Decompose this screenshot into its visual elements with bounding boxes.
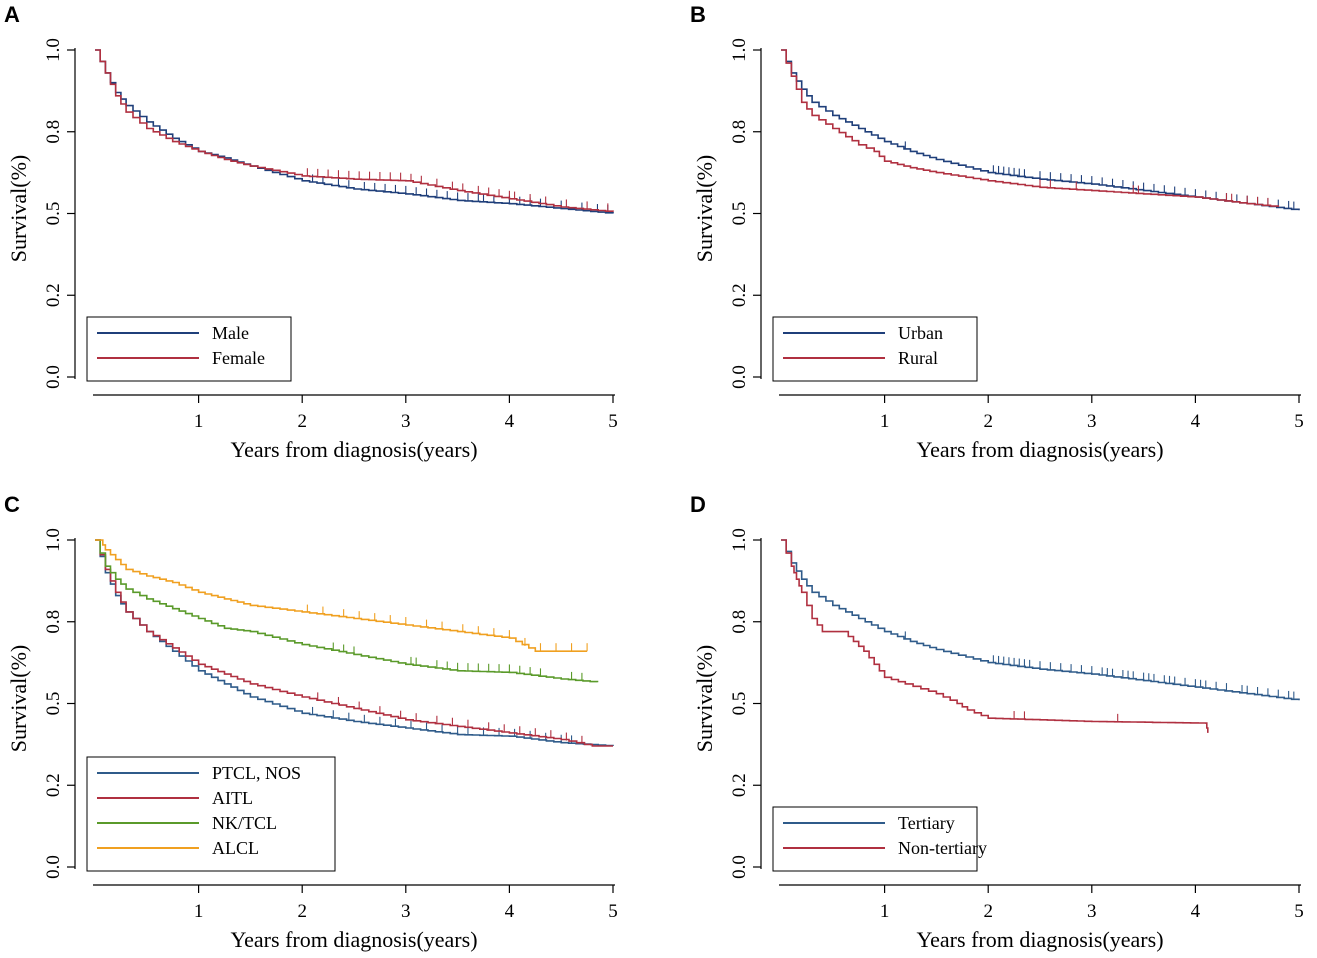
y-axis-title: Survival(%): [692, 645, 717, 753]
x-tick-label: 3: [1087, 411, 1097, 432]
y-tick-label: 0.5: [729, 692, 750, 716]
y-tick-label: 0.8: [43, 610, 64, 634]
panel-C: C 0.0 0.2 0.5 0.8 1.0 1 2 3 4 5 Years from diagnosi…: [4, 492, 618, 952]
legend-box: [86, 756, 336, 872]
y-tick-label: 1.0: [43, 38, 64, 62]
survival-curve: [95, 539, 599, 683]
legend: Male Female: [86, 316, 292, 382]
series-male: [95, 49, 614, 214]
series-rural: [781, 49, 1280, 207]
panel-letter: A: [4, 2, 20, 27]
x-tick-label: 5: [608, 901, 618, 922]
x-tick-label: 1: [880, 901, 890, 922]
x-axis-title: Years from diagnosis(years): [916, 437, 1163, 462]
legend-label: AITL: [212, 788, 253, 808]
x-tick-label: 1: [194, 411, 204, 432]
panel-letter: B: [690, 2, 706, 27]
panel-A: A 0.0 0.2 0.5 0.8 1.0 1 2 3 4 5 Years from diagnosi…: [4, 2, 618, 462]
series-ptcl-nos: [95, 539, 614, 747]
y-tick-label: 0.5: [729, 202, 750, 226]
y-tick-label: 0.0: [43, 365, 64, 389]
panel-letter: C: [4, 492, 20, 517]
panel-B: B 0.0 0.2 0.5 0.8 1.0 1 2 3 4 5 Years from diagnosi…: [690, 2, 1304, 462]
x-tick-label: 2: [983, 411, 993, 432]
survival-curve: [95, 539, 588, 652]
legend-label: Urban: [898, 323, 943, 343]
panel-D: D 0.0 0.2 0.5 0.8 1.0 1 2 3 4 5 Years from diagnosi…: [690, 492, 1304, 952]
legend: Tertiary Non-tertiary: [772, 806, 987, 872]
x-tick-label: 4: [1191, 411, 1201, 432]
x-tick-label: 2: [297, 411, 307, 432]
series-nk-tcl: [95, 539, 599, 683]
y-tick-label: 0.2: [43, 283, 64, 307]
survival-curve: [781, 539, 1300, 701]
y-tick-label: 0.0: [729, 855, 750, 879]
x-axis-title: Years from diagnosis(years): [916, 927, 1163, 952]
survival-curve: [95, 539, 614, 747]
y-tick-label: 1.0: [43, 528, 64, 552]
series-alcl: [95, 539, 588, 652]
y-tick-label: 0.5: [43, 202, 64, 226]
y-tick-label: 0.2: [729, 283, 750, 307]
survival-curve: [781, 539, 1209, 733]
y-tick-label: 1.0: [729, 38, 750, 62]
legend-label: ALCL: [212, 838, 259, 858]
x-tick-label: 5: [1294, 901, 1304, 922]
y-axis-title: Survival(%): [6, 155, 31, 263]
legend-label: Female: [212, 348, 265, 368]
y-tick-label: 0.0: [43, 855, 64, 879]
legend-box: [772, 316, 978, 382]
legend-label: Non-tertiary: [898, 838, 987, 858]
x-tick-label: 4: [1191, 901, 1201, 922]
x-axis-title: Years from diagnosis(years): [230, 437, 477, 462]
x-tick-label: 4: [505, 901, 515, 922]
series-aitl: [95, 539, 613, 747]
x-axis-title: Years from diagnosis(years): [230, 927, 477, 952]
legend-box: [86, 316, 292, 382]
x-tick-label: 1: [880, 411, 890, 432]
x-tick-label: 1: [194, 901, 204, 922]
y-tick-label: 1.0: [729, 528, 750, 552]
legend-label: Rural: [898, 348, 938, 368]
y-axis-title: Survival(%): [692, 155, 717, 263]
legend-label: Male: [212, 323, 249, 343]
survival-curve: [95, 49, 614, 214]
x-tick-label: 3: [401, 901, 411, 922]
x-tick-label: 3: [1087, 901, 1097, 922]
survival-curve: [95, 539, 613, 747]
y-tick-label: 0.8: [729, 120, 750, 144]
y-tick-label: 0.8: [729, 610, 750, 634]
survival-curve: [781, 49, 1280, 207]
x-tick-label: 2: [297, 901, 307, 922]
y-axis-title: Survival(%): [6, 645, 31, 753]
y-tick-label: 0.2: [43, 773, 64, 797]
panel-letter: D: [690, 492, 706, 517]
x-tick-label: 2: [983, 901, 993, 922]
survival-curve: [95, 49, 614, 212]
legend-label: Tertiary: [898, 813, 955, 833]
legend-box: [772, 806, 978, 872]
legend: PTCL, NOS AITL NK/TCL ALCL: [86, 756, 336, 872]
y-tick-label: 0.2: [729, 773, 750, 797]
series-non-tertiary: [781, 539, 1209, 733]
y-tick-label: 0.0: [729, 365, 750, 389]
x-tick-label: 4: [505, 411, 515, 432]
series-female: [95, 49, 614, 212]
x-tick-label: 5: [1294, 411, 1304, 432]
y-tick-label: 0.5: [43, 692, 64, 716]
x-tick-label: 5: [608, 411, 618, 432]
legend: Urban Rural: [772, 316, 978, 382]
legend-label: PTCL, NOS: [212, 763, 301, 783]
series-tertiary: [781, 539, 1300, 701]
y-tick-label: 0.8: [43, 120, 64, 144]
x-tick-label: 3: [401, 411, 411, 432]
legend-label: NK/TCL: [212, 813, 277, 833]
